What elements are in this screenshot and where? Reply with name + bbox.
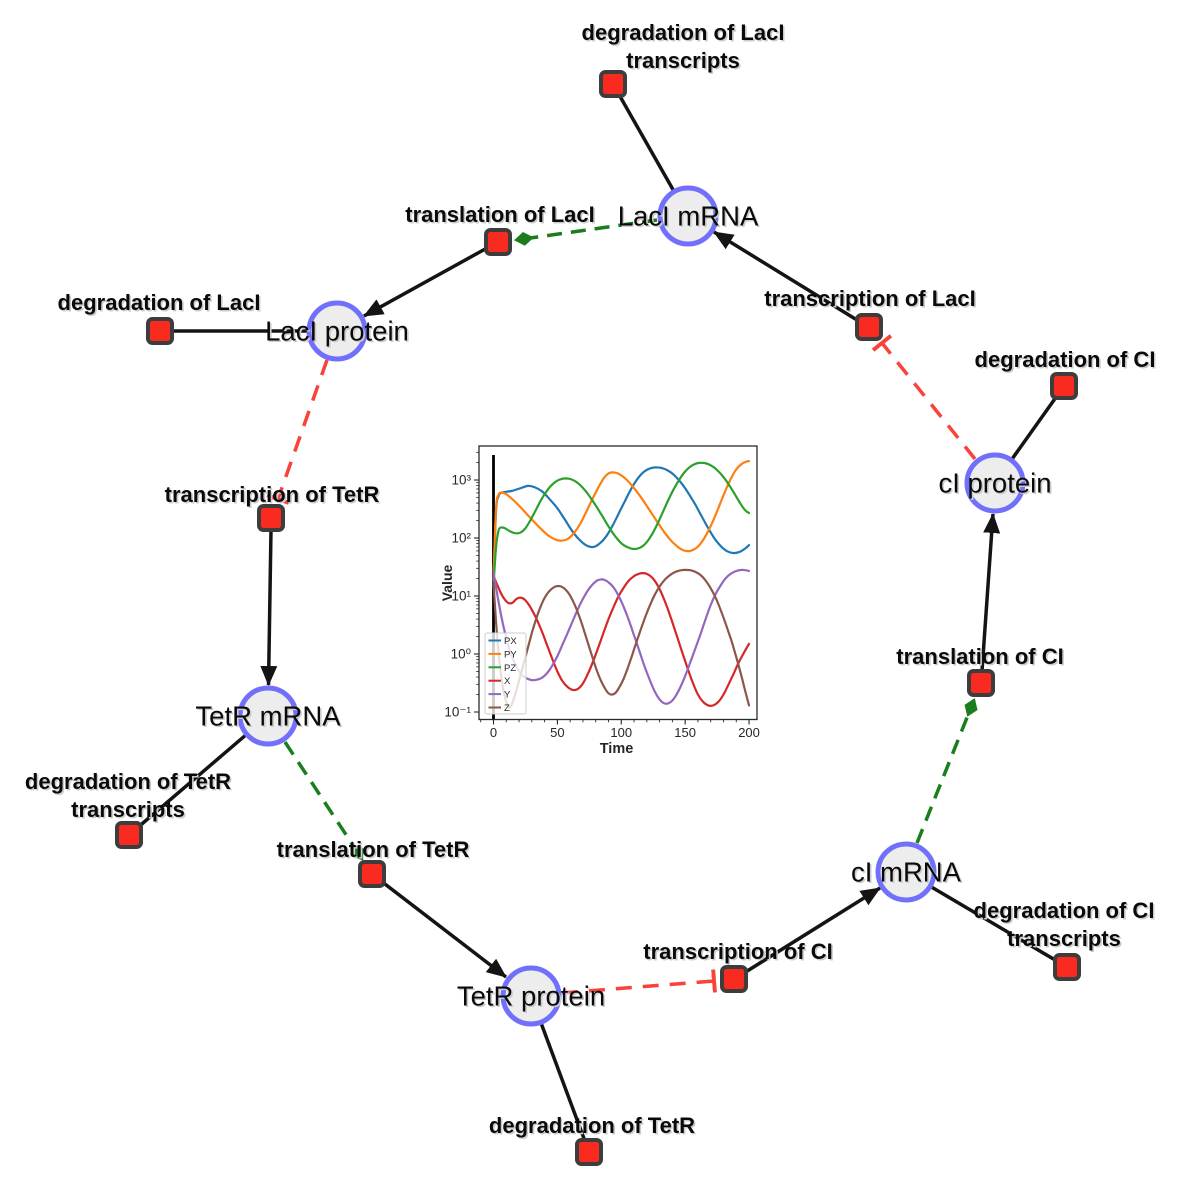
plot-x-tick-label: 100 <box>610 725 632 740</box>
edge-transcription-tetr-to-tetr-mrna <box>260 529 278 686</box>
plot-legend-label-PX: PX <box>504 636 517 647</box>
plot-curve-PX <box>492 466 751 583</box>
plot-legend-label-PZ: PZ <box>504 663 516 674</box>
reaction-label-translation-laci: translation of LacI <box>405 202 594 227</box>
reaction-label-deg-laci-transcripts-line1: degradation of LacI <box>582 20 785 45</box>
plot-legend-label-Y: Y <box>504 690 511 701</box>
species-node-ci-protein[interactable] <box>964 452 1026 514</box>
plot-y-tick-label: 10² <box>451 531 471 546</box>
plot-curve-X <box>492 571 751 707</box>
edge-transcription-laci-to-laci-mrna <box>713 230 858 322</box>
plot-y-tick-label: 10¹ <box>451 589 471 604</box>
reaction-label-transcription-ci: transcription of CI <box>643 939 832 964</box>
plot-y-tick-label: 10³ <box>451 473 471 488</box>
edge-ci-protein-inhibits-transcription-laci <box>871 334 977 461</box>
species-node-laci-mrna[interactable] <box>657 185 719 247</box>
plot-legend-label-X: X <box>504 676 511 687</box>
nodes-layer <box>115 70 1081 1166</box>
plot-curve-Y <box>492 568 751 705</box>
reaction-label-deg-laci-transcripts-line2: transcripts <box>626 48 740 73</box>
species-label-tetr-protein: TetR protein <box>457 981 605 1012</box>
reaction-node-translation-laci[interactable] <box>484 228 512 256</box>
species-node-tetr-protein[interactable] <box>500 965 562 1027</box>
plot-curve-PY <box>492 460 751 580</box>
plot-legend: PX PY PZ XYZ <box>484 632 527 715</box>
plot-curve-PZ <box>492 461 751 587</box>
reaction-label-deg-ci-transcripts-line2: transcripts <box>1007 926 1121 951</box>
edge-ci-mrna-modifies-translation-ci <box>915 698 978 844</box>
edge-ci-mrna-to-deg-ci-transcripts <box>905 870 1068 969</box>
reaction-node-deg-tetr[interactable] <box>575 1138 603 1166</box>
edge-transcription-ci-to-ci-mrna <box>743 886 881 975</box>
reaction-node-transcription-laci[interactable] <box>855 313 883 341</box>
reaction-node-deg-laci[interactable] <box>146 317 174 345</box>
plot-ylabel: Value <box>439 565 455 602</box>
reaction-label-deg-tetr-transcripts-line2: transcripts <box>71 797 185 822</box>
reaction-node-deg-tetr-transcripts[interactable] <box>115 821 143 849</box>
plot-legend-label-Z: Z <box>504 703 510 714</box>
reaction-node-deg-ci[interactable] <box>1050 372 1078 400</box>
reaction-label-deg-ci: degradation of CI <box>975 347 1156 372</box>
reaction-label-deg-tetr: degradation of TetR <box>489 1113 695 1138</box>
plot-x-tick-label: 150 <box>674 725 696 740</box>
plot-x-tick-label: 200 <box>738 725 760 740</box>
species-node-laci-protein[interactable] <box>306 300 368 362</box>
plot-y-tick-label: 10⁰ <box>451 647 472 662</box>
reaction-label-translation-ci: translation of CI <box>896 644 1063 669</box>
labels-layer: LacI mRNA LacI protein cI protein TetR m… <box>25 20 1156 1138</box>
species-node-tetr-mrna[interactable] <box>237 685 299 747</box>
edge-translation-tetr-to-tetr-protein <box>379 879 508 979</box>
reaction-label-transcription-tetr: transcription of TetR <box>165 482 380 507</box>
edge-laci-protein-inhibits-transcription-tetr <box>266 359 329 505</box>
edges-layer <box>127 83 1068 1153</box>
plot-legend-label-PY: PY <box>504 649 517 660</box>
reaction-node-translation-tetr[interactable] <box>358 860 386 888</box>
edge-translation-laci-to-laci-protein <box>363 246 488 318</box>
reaction-node-transcription-tetr[interactable] <box>257 504 285 532</box>
reaction-node-transcription-ci[interactable] <box>720 965 748 993</box>
edge-translation-ci-to-ci-protein <box>980 513 1001 672</box>
reaction-node-deg-ci-transcripts[interactable] <box>1053 953 1081 981</box>
plot-y-tick-label: 10⁻¹ <box>444 705 471 720</box>
reaction-label-deg-tetr-transcripts-line1: degradation of TetR <box>25 769 231 794</box>
reaction-label-deg-ci-transcripts-line1: degradation of CI <box>974 898 1155 923</box>
species-node-ci-mrna[interactable] <box>875 841 937 903</box>
reaction-node-translation-ci[interactable] <box>967 669 995 697</box>
species-label-laci-protein: LacI protein <box>265 316 409 347</box>
reaction-node-deg-laci-transcripts[interactable] <box>599 70 627 98</box>
reaction-label-transcription-laci: transcription of LacI <box>764 286 975 311</box>
plot-x-tick-label: 0 <box>490 725 497 740</box>
reaction-label-deg-laci: degradation of LacI <box>58 290 261 315</box>
plot-xlabel: Time <box>600 741 634 757</box>
plot-x-tick-label: 50 <box>550 725 564 740</box>
species-label-ci-protein: cI protein <box>938 468 1051 499</box>
species-label-laci-mrna: LacI mRNA <box>618 201 759 232</box>
inset-plot: 0 50 100 150 20010⁻¹10⁰10¹10²10³TimeValuePXP… <box>439 445 760 757</box>
plot-curves <box>492 460 751 709</box>
species-label-tetr-mrna: TetR mRNA <box>195 701 341 732</box>
species-label-ci-mrna: cI mRNA <box>851 857 962 888</box>
reaction-label-translation-tetr: translation of TetR <box>277 837 470 862</box>
